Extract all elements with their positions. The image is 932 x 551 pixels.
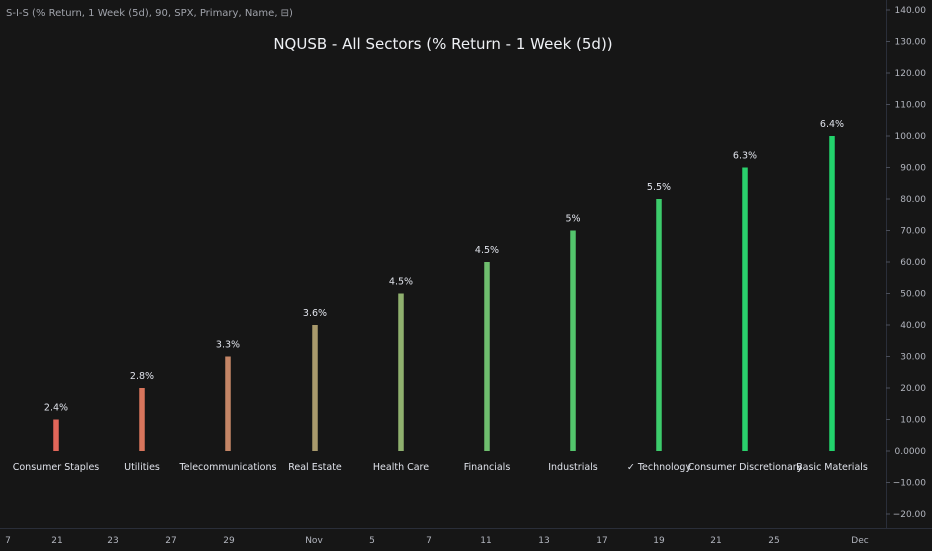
- y-tick-label: 110.00: [895, 101, 927, 111]
- y-tick-label: 20.00: [900, 384, 926, 394]
- category-label: ✓ Technology: [627, 462, 692, 473]
- bar-value-label: 6.3%: [733, 151, 757, 162]
- bar-value-label: 2.8%: [130, 371, 154, 382]
- x-tick-label: 7: [5, 536, 11, 546]
- y-tick-label: 10.00: [900, 416, 926, 426]
- y-tick-label: 80.00: [900, 195, 926, 205]
- y-tick-label: 60.00: [900, 258, 926, 268]
- time-axis[interactable]: [0, 528, 932, 551]
- chart-title: NQUSB - All Sectors (% Return - 1 Week (…: [273, 35, 613, 53]
- x-tick-label: 19: [653, 536, 665, 546]
- category-label: Financials: [464, 462, 511, 473]
- bar[interactable]: [656, 199, 662, 451]
- y-tick-label: −20.00: [893, 510, 927, 520]
- bar-value-label: 6.4%: [820, 119, 844, 130]
- bar-value-label: 5.5%: [647, 182, 671, 193]
- bar-value-label: 4.5%: [389, 277, 413, 288]
- y-tick-label: −10.00: [893, 479, 927, 489]
- y-tick-label: 30.00: [900, 353, 926, 363]
- y-tick-label: 0.0000: [895, 447, 927, 457]
- x-tick-label: 29: [223, 536, 235, 546]
- x-tick-label: 5: [369, 536, 375, 546]
- category-label: Telecommunications: [179, 462, 277, 473]
- x-tick-label: 21: [710, 536, 721, 546]
- bar[interactable]: [53, 419, 59, 452]
- price-axis[interactable]: [886, 0, 932, 528]
- x-tick-label: 21: [51, 536, 62, 546]
- bar-value-label: 2.4%: [44, 403, 68, 414]
- x-tick-label: Dec: [851, 536, 868, 546]
- category-label: Industrials: [548, 462, 598, 473]
- category-label: Real Estate: [288, 462, 342, 473]
- x-tick-label: 23: [107, 536, 118, 546]
- x-tick-label: 7: [426, 536, 432, 546]
- x-tick-label: 13: [538, 536, 549, 546]
- x-tick-label: 27: [165, 536, 176, 546]
- x-tick-label: 11: [480, 536, 491, 546]
- bar[interactable]: [484, 262, 490, 451]
- bar[interactable]: [742, 167, 748, 452]
- bar[interactable]: [312, 325, 318, 451]
- y-tick-label: 130.00: [895, 38, 927, 48]
- y-tick-label: 100.00: [895, 132, 927, 142]
- bar-value-label: 4.5%: [475, 245, 499, 256]
- y-tick-label: 70.00: [900, 227, 926, 237]
- bar[interactable]: [398, 293, 404, 452]
- bar-value-label: 3.6%: [303, 308, 327, 319]
- bar[interactable]: [570, 230, 576, 452]
- y-tick-label: 50.00: [900, 290, 926, 300]
- y-tick-label: 120.00: [895, 69, 927, 79]
- category-label: Utilities: [124, 462, 160, 473]
- category-label: Basic Materials: [796, 462, 868, 473]
- category-label: Consumer Staples: [13, 462, 100, 473]
- x-tick-label: 17: [596, 536, 607, 546]
- indicator-label[interactable]: S-I-S (% Return, 1 Week (5d), 90, SPX, P…: [6, 8, 293, 19]
- bar[interactable]: [829, 136, 835, 451]
- x-tick-label: Nov: [305, 536, 323, 546]
- bar[interactable]: [139, 388, 145, 451]
- y-tick-label: 140.00: [895, 6, 927, 16]
- category-label: Consumer Discretionary: [688, 462, 803, 473]
- bar[interactable]: [225, 356, 231, 452]
- x-tick-label: 25: [768, 536, 779, 546]
- y-tick-label: 40.00: [900, 321, 926, 331]
- y-tick-label: 90.00: [900, 164, 926, 174]
- category-label: Health Care: [373, 462, 429, 473]
- bar-value-label: 5%: [565, 214, 580, 225]
- bar-value-label: 3.3%: [216, 340, 240, 351]
